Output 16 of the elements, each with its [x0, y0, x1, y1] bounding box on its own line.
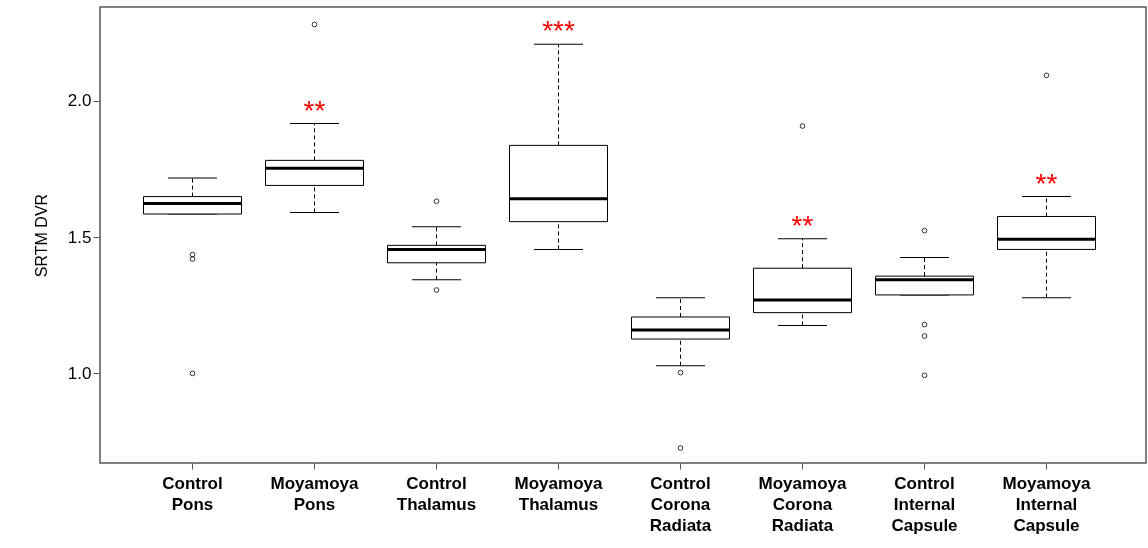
y-axis-title: SRTM DVR — [32, 193, 50, 278]
x-tick-label: Moyamoya Corona Radiata — [758, 473, 847, 535]
x-tick-label: Control Thalamus — [396, 473, 477, 514]
x-tick-label: Moyamoya Thalamus — [514, 473, 603, 514]
x-tick-label: Control Internal Capsule — [891, 473, 958, 535]
annotation: ** — [1035, 167, 1058, 199]
y-tick-label: 2.0 — [67, 91, 92, 111]
x-tick-label: Control Corona Radiata — [649, 473, 712, 535]
y-tick-label: 1.5 — [67, 227, 92, 247]
x-tick-label: Moyamoya Pons — [270, 473, 359, 514]
annotation: ** — [791, 209, 814, 241]
annotation: *** — [542, 15, 575, 47]
y-tick-label: 1.0 — [67, 363, 92, 383]
annotation: ** — [303, 94, 326, 126]
x-tick-label: Control Pons — [162, 473, 223, 514]
x-tick-label: Moyamoya Internal Capsule — [1002, 473, 1091, 535]
